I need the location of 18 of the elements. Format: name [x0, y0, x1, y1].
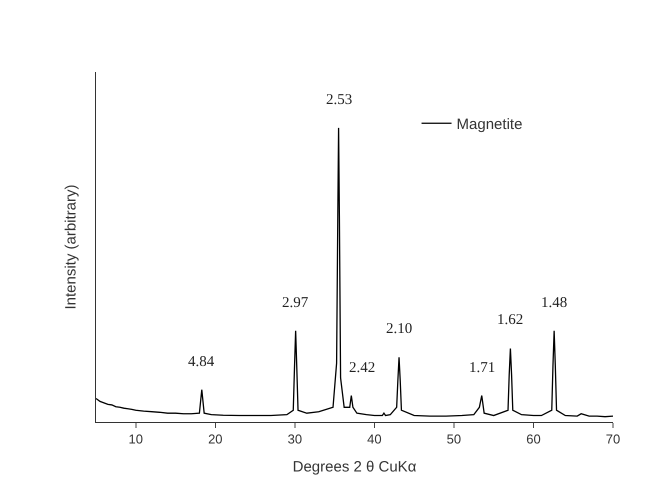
- annotation: 1.48: [541, 295, 568, 311]
- annotation: 1.71: [469, 360, 496, 376]
- x-tick-label: 10: [128, 432, 144, 447]
- annotation: 2.42: [349, 360, 376, 376]
- annotation: 2.10: [386, 321, 412, 337]
- annotation: 2.53: [326, 92, 352, 108]
- x-tick-label: 50: [446, 432, 462, 447]
- y-axis-title: Intensity (arbitrary): [62, 184, 80, 310]
- x-tick-label: 20: [208, 432, 223, 447]
- x-axis-title: Degrees 2 θ CuKα: [292, 458, 417, 476]
- annotation: 1.62: [497, 312, 524, 328]
- x-tick-label: 40: [367, 432, 382, 447]
- annotation: 2.97: [282, 295, 309, 311]
- legend-label: Magnetite: [456, 116, 522, 134]
- x-tick-label: 70: [606, 432, 620, 447]
- x-tick-label: 30: [288, 432, 302, 447]
- x-tick-label: 60: [526, 432, 541, 447]
- annotation: 4.84: [188, 354, 215, 370]
